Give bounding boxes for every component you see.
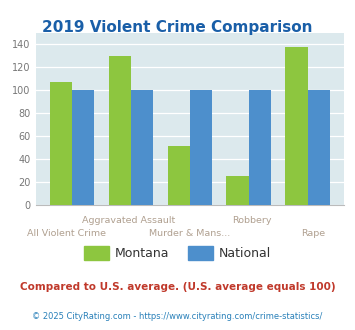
- Text: Robbery: Robbery: [232, 216, 272, 225]
- Text: Murder & Mans...: Murder & Mans...: [149, 229, 230, 238]
- Legend: Montana, National: Montana, National: [78, 241, 277, 265]
- Bar: [50, 82, 72, 205]
- Bar: [285, 47, 308, 205]
- Bar: [109, 56, 131, 205]
- Text: All Violent Crime: All Violent Crime: [27, 229, 106, 238]
- Text: Compared to U.S. average. (U.S. average equals 100): Compared to U.S. average. (U.S. average …: [20, 282, 335, 292]
- Bar: [308, 90, 330, 205]
- Text: Aggravated Assault: Aggravated Assault: [82, 216, 175, 225]
- Bar: [190, 90, 212, 205]
- Text: 2019 Violent Crime Comparison: 2019 Violent Crime Comparison: [42, 20, 313, 35]
- Text: © 2025 CityRating.com - https://www.cityrating.com/crime-statistics/: © 2025 CityRating.com - https://www.city…: [32, 312, 323, 321]
- Text: Rape: Rape: [301, 229, 326, 238]
- Bar: [131, 90, 153, 205]
- Bar: [168, 146, 190, 205]
- Bar: [72, 90, 94, 205]
- Bar: [226, 176, 249, 205]
- Bar: [249, 90, 271, 205]
